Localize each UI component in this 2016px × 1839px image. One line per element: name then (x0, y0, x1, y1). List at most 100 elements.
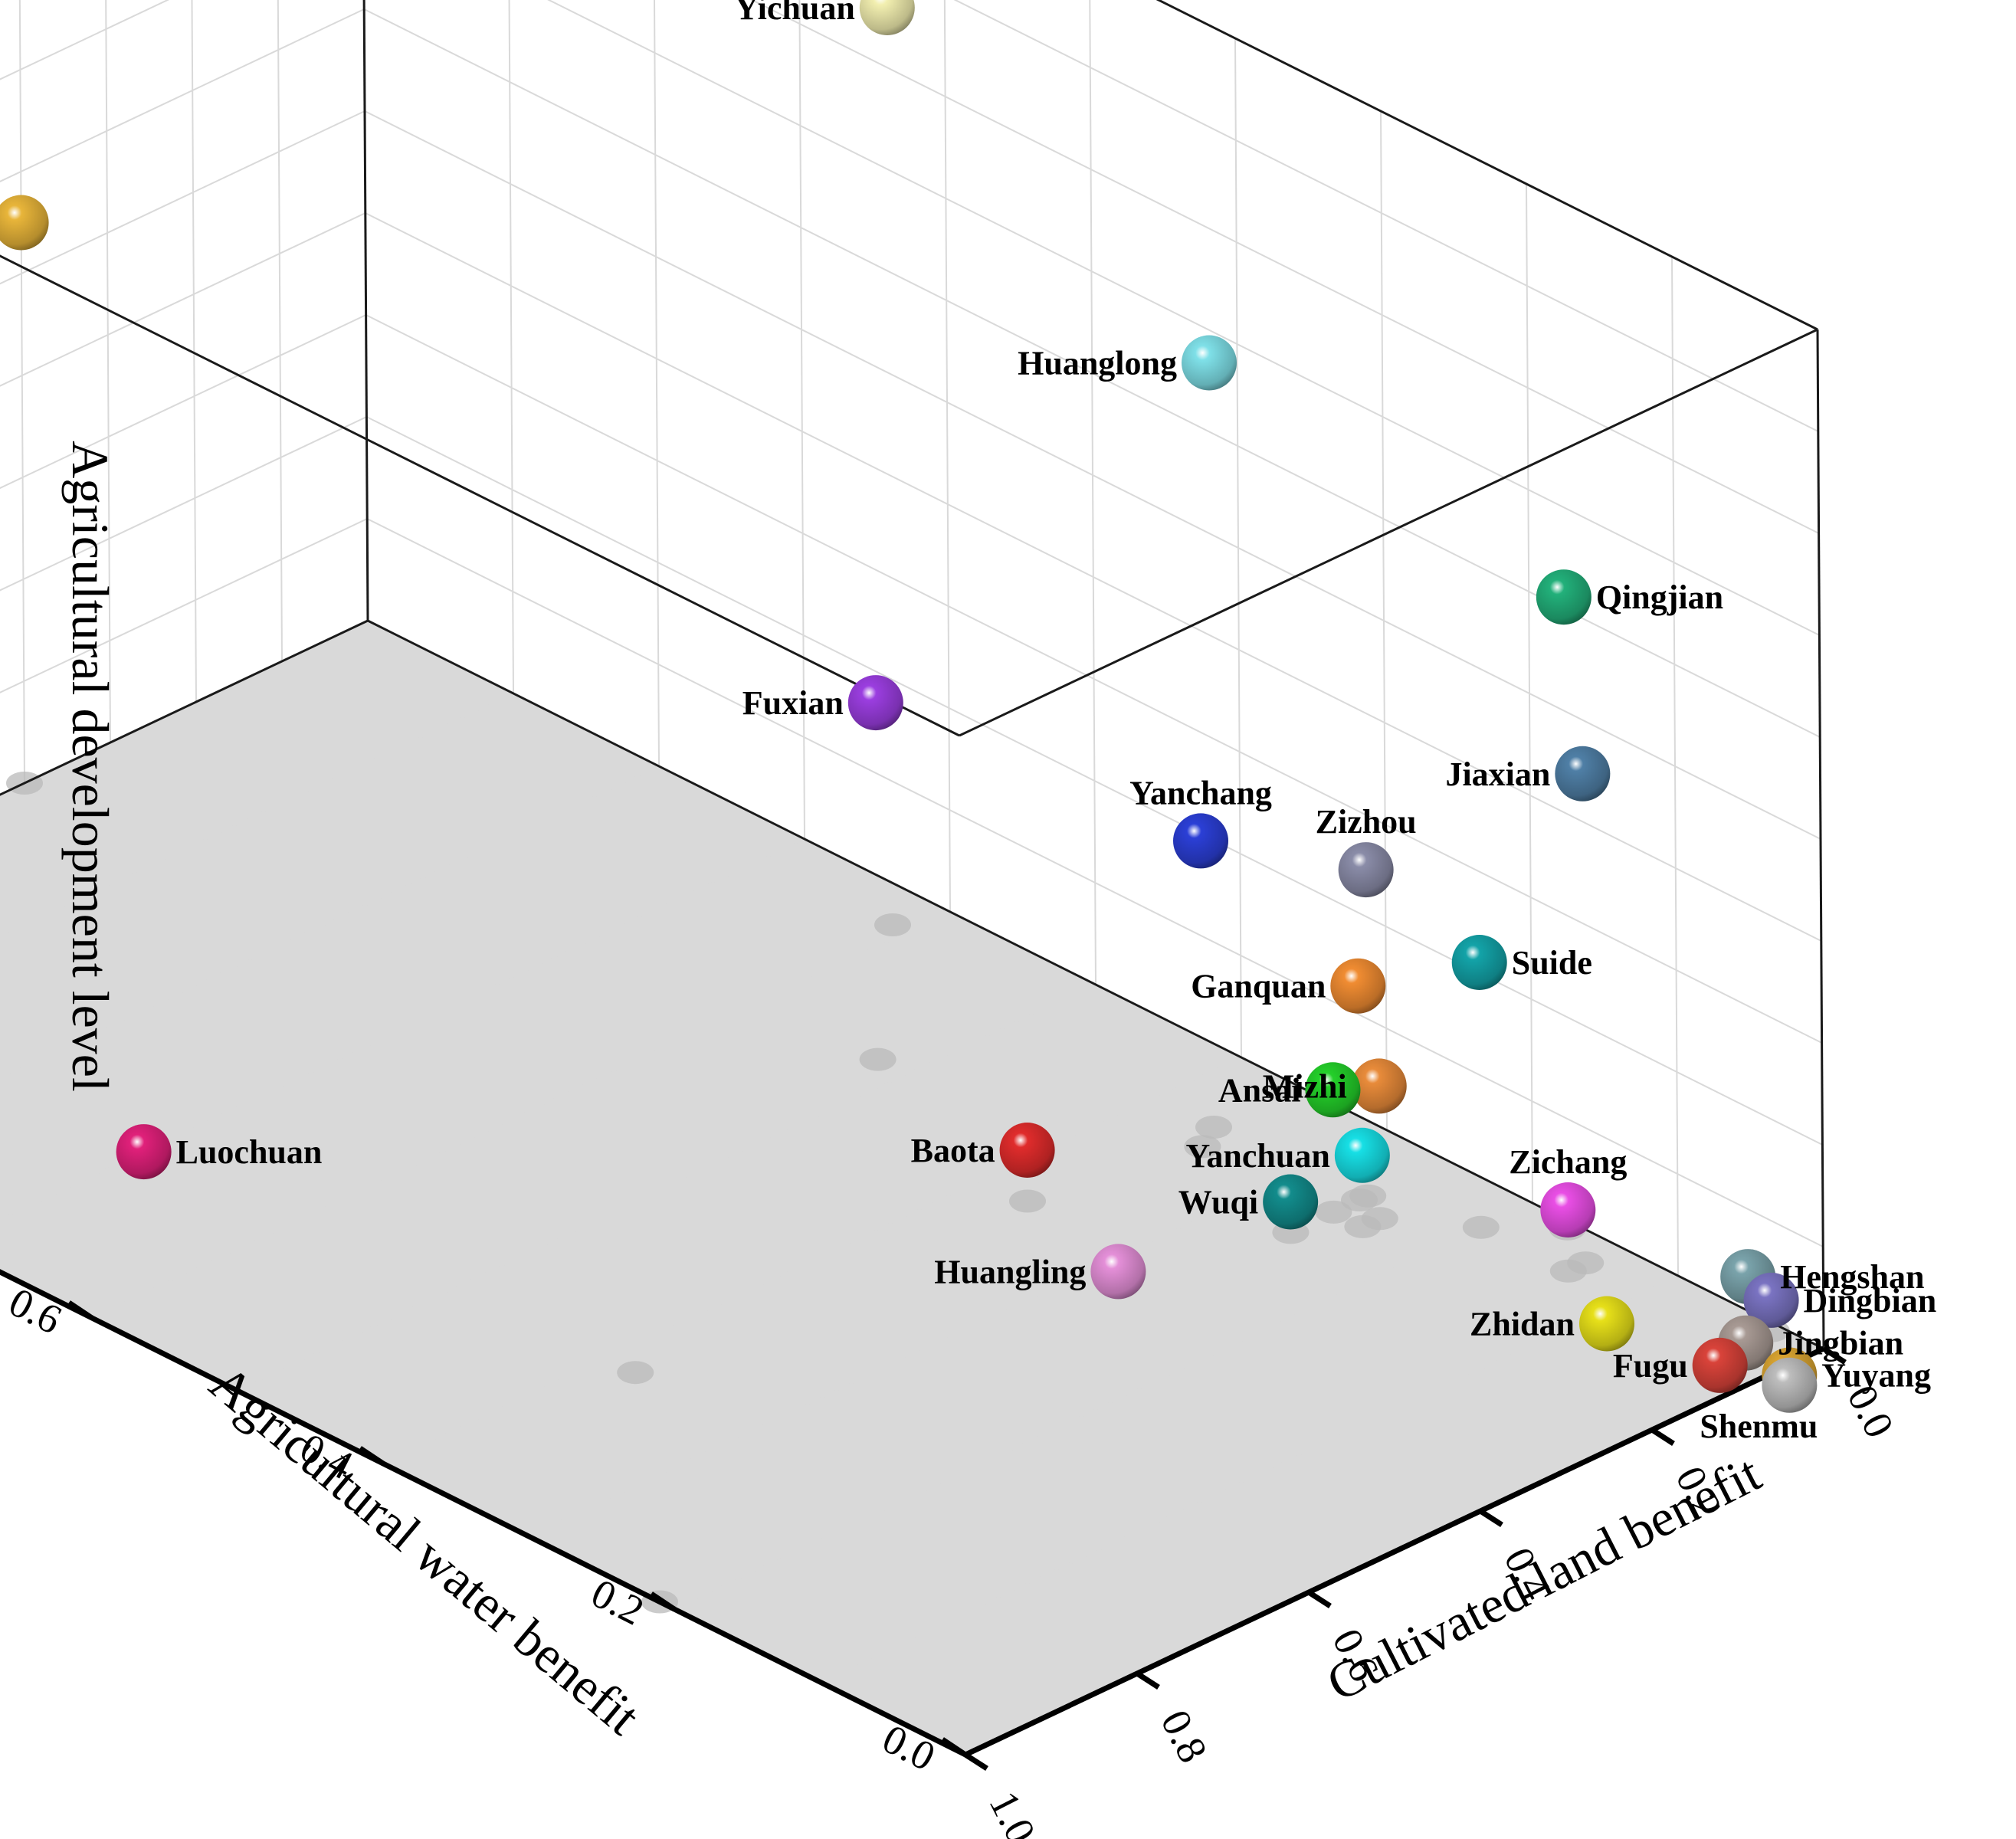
point-label: Qingjian (1596, 579, 1723, 616)
data-point-qingjian (1536, 569, 1591, 625)
point-label: Mizhi (1263, 1067, 1347, 1105)
grid-line-side-wall (0, 0, 170, 80)
point-label: Wuqi (1178, 1184, 1258, 1221)
frame-edge (0, 254, 960, 737)
point-label: Zizhou (1316, 803, 1417, 841)
grid-line-back-wall (653, 0, 660, 767)
axes (0, 1269, 1825, 1758)
point-label: Yanchuan (1186, 1137, 1330, 1175)
x-axis-tick (1307, 1590, 1332, 1608)
grid-line-back-wall (364, 110, 1821, 840)
grid-line-side-wall (0, 212, 366, 387)
y-axis-tick (650, 1592, 676, 1611)
point-shadow (1462, 1215, 1500, 1239)
frame-edge (0, 0, 362, 8)
floor-surface (0, 621, 1824, 1755)
point-label: Yichuan (734, 0, 854, 27)
data-point-shenmu (1762, 1357, 1818, 1413)
point-shadow (1009, 1189, 1046, 1213)
data-point-baota (999, 1123, 1055, 1178)
frame-edge (0, 619, 369, 796)
grid-line-back-wall (953, 0, 1819, 432)
x-axis-tick (1479, 1509, 1503, 1527)
data-point-wubao (0, 195, 49, 251)
grid-line-side-wall (0, 8, 365, 182)
grid-line-back-wall (508, 0, 514, 694)
data-point-dingbian (1743, 1272, 1799, 1328)
grid-line-floor (0, 838, 805, 1221)
y-axis-line (0, 1269, 967, 1758)
data-point-suide (1451, 935, 1507, 990)
data-point-ansai (1305, 1062, 1361, 1118)
point-shadow (1344, 1215, 1382, 1238)
data-point-zhidan (1579, 1296, 1634, 1352)
point-shadow (874, 913, 911, 936)
point-shadow (859, 1047, 897, 1071)
data-point-fuxian (847, 675, 903, 731)
grid-line-back-wall (943, 0, 951, 913)
point-label: Hengshan (1780, 1258, 1924, 1296)
data-points (0, 0, 1818, 1413)
grid-line-side-wall (18, 0, 25, 784)
point-labels: YichuanWubaoHuanglongQingjianFuxianJiaxi… (176, 0, 1937, 1445)
grid-line-back-wall (547, 0, 1820, 636)
x-tick-label: 0.8 (1152, 1703, 1216, 1769)
point-shadow (1549, 1259, 1587, 1283)
y-axis-tick (67, 1300, 93, 1320)
grid-line-side-wall (0, 0, 363, 211)
point-label: Yanchang (1129, 774, 1272, 811)
x-axis-tick (1650, 1428, 1675, 1446)
x-axis-tick (1822, 1346, 1847, 1365)
floor-plane (0, 620, 1824, 1755)
x-axis-tick (1136, 1671, 1160, 1690)
point-shadow (1315, 1200, 1352, 1224)
data-point-yanchang (1173, 813, 1228, 869)
point-label: Jingbian (1778, 1325, 1903, 1362)
frame-edge (1816, 329, 1825, 1349)
point-label: Ganquan (1191, 968, 1326, 1005)
grid-line-side-wall (0, 110, 366, 285)
grid-line-side-wall (0, 314, 367, 490)
grid-line-side-wall (0, 518, 368, 693)
point-label: Shenmu (1700, 1408, 1818, 1445)
point-label: Baota (911, 1132, 995, 1169)
data-point-huangling (1090, 1244, 1146, 1300)
point-label: Zhidan (1470, 1306, 1575, 1343)
data-point-yichuan (859, 0, 915, 35)
x-axis-line (964, 1346, 1825, 1758)
z-axis-title: Agricultural development level (61, 441, 120, 1092)
data-point-wuqi (1263, 1174, 1319, 1230)
grid-line-floor (237, 984, 1097, 1392)
point-shadow (1195, 1116, 1232, 1139)
data-point-zichang (1540, 1182, 1596, 1237)
y-axis-tick (359, 1446, 385, 1466)
point-shadow (1184, 1135, 1221, 1159)
point-label: Yuyang (1821, 1357, 1931, 1395)
point-label: Zichang (1509, 1143, 1627, 1181)
data-point-luochuan (116, 1124, 172, 1180)
point-label: Ansai (1218, 1071, 1301, 1109)
x-axis-tick (964, 1752, 988, 1771)
point-label: Luochuan (176, 1133, 323, 1171)
grid-line-side-wall (0, 416, 367, 592)
x-tick-label: 1.0 (980, 1784, 1044, 1839)
data-point-ganquan (1330, 958, 1386, 1014)
point-shadow (617, 1361, 654, 1385)
data-point-yanchuan (1334, 1127, 1390, 1183)
grid-line-floor (0, 693, 514, 938)
data-point-fugu (1692, 1337, 1748, 1393)
data-point-jiaxian (1555, 746, 1611, 801)
frame-edge (1156, 0, 1818, 331)
y-axis-tick (941, 1737, 967, 1757)
point-shadow (1341, 1188, 1378, 1211)
grid-line-floor (0, 1187, 1052, 1715)
point-label: Suide (1512, 944, 1592, 982)
point-label: Dingbian (1804, 1282, 1937, 1319)
frame-edge (959, 328, 1818, 737)
grid-line-floor (0, 1020, 1224, 1634)
data-point-huanglong (1182, 335, 1237, 391)
point-label: Fuxian (742, 684, 844, 722)
point-label: Huangling (934, 1253, 1086, 1290)
grid-line-back-wall (798, 0, 805, 840)
